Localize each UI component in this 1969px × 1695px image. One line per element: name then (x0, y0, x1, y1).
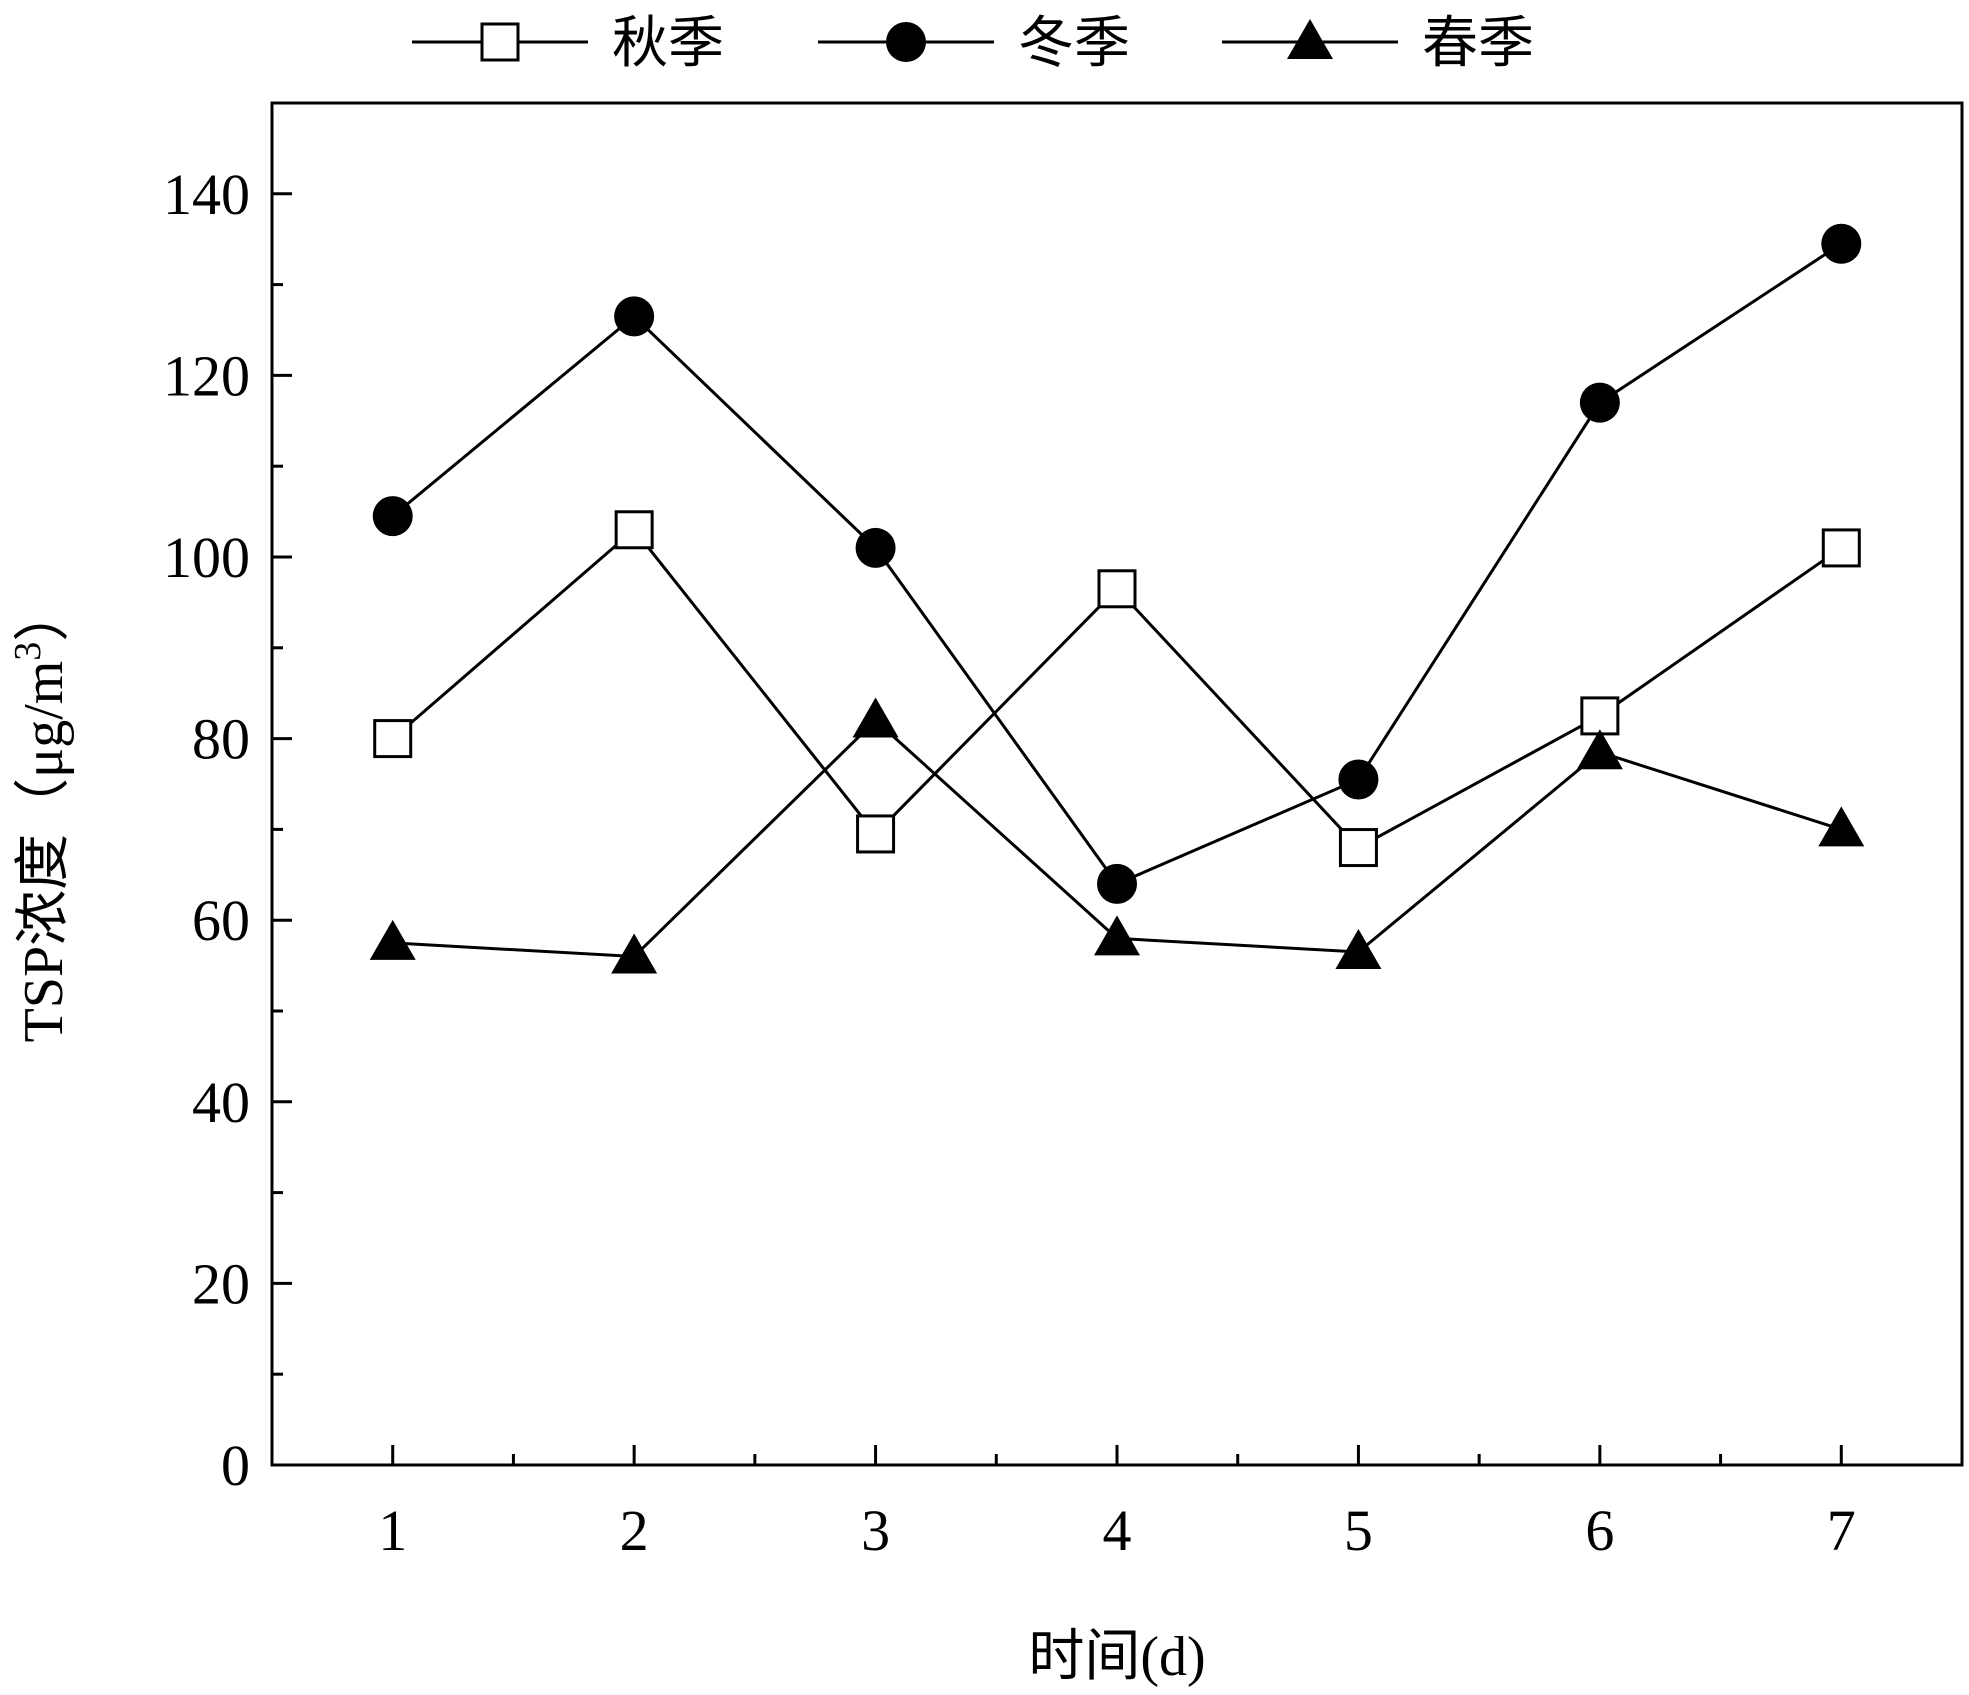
data-point (1576, 729, 1623, 770)
y-tick-label: 60 (192, 888, 250, 953)
legend-item-1: 秋季 (412, 13, 724, 75)
data-point (372, 496, 413, 537)
y-tick-label: 140 (163, 162, 250, 227)
data-point (1094, 915, 1140, 956)
x-axis-title: 时间(d) (1028, 1626, 1205, 1688)
data-point (1097, 863, 1137, 904)
legend-label: 冬季 (1018, 13, 1130, 75)
y-tick-label: 20 (192, 1251, 250, 1316)
series-layer (369, 223, 1865, 974)
legend-marker (1287, 19, 1333, 59)
x-tick-label: 2 (620, 1498, 649, 1563)
data-point (614, 510, 654, 550)
legend-label: 春季 (1422, 13, 1534, 75)
y-tick-label: 0 (221, 1433, 250, 1498)
data-point (1335, 928, 1382, 969)
data-point (611, 933, 658, 974)
data-point (614, 296, 655, 337)
data-point (1580, 696, 1620, 736)
x-tick-label: 5 (1344, 1498, 1373, 1563)
data-point (1579, 382, 1620, 423)
x-tick-label: 4 (1103, 1498, 1132, 1563)
y-axis-title: TSP浓度（μg/m3） (7, 586, 75, 1043)
y-tick-label: 40 (192, 1070, 250, 1135)
series-2 (372, 223, 1862, 904)
x-tick-label: 1 (378, 1498, 407, 1563)
data-point (1821, 528, 1861, 568)
x-tick-label: 7 (1827, 1498, 1856, 1563)
x-tick-label: 3 (861, 1498, 890, 1563)
legend-marker (480, 22, 520, 62)
data-point (1097, 569, 1137, 609)
legend: 秋季 冬季 春季 (412, 13, 1534, 75)
y-tick-label: 80 (192, 707, 250, 772)
series-3 (369, 697, 1865, 974)
legend-marker (886, 22, 926, 62)
y-tick-label: 120 (163, 343, 250, 408)
y-axis: 0 20 40 60 80 100 120 140 (163, 162, 292, 1498)
series-1 (373, 510, 1861, 868)
plot-frame (270, 101, 1964, 1467)
y-tick-label: 100 (163, 525, 250, 590)
data-point (1338, 759, 1379, 800)
data-point (1821, 223, 1862, 264)
y-axis-title-main: TSP浓度（μg/m (13, 661, 75, 1043)
data-point (1818, 806, 1865, 847)
data-point (855, 527, 896, 568)
data-point (1338, 828, 1378, 868)
data-point (373, 719, 413, 759)
legend-item-3: 春季 (1222, 13, 1534, 75)
series-line (391, 242, 1843, 886)
y-axis-title-close: ） (13, 586, 75, 642)
data-point (856, 814, 896, 854)
data-point (852, 697, 899, 738)
x-axis: 1 2 3 4 5 6 7 (378, 1445, 1856, 1563)
data-point (369, 919, 416, 960)
legend-item-2: 冬季 (818, 13, 1130, 75)
legend-label: 秋季 (612, 13, 724, 75)
x-tick-label: 6 (1585, 1498, 1614, 1563)
y-axis-title-superscript: 3 (7, 642, 49, 661)
